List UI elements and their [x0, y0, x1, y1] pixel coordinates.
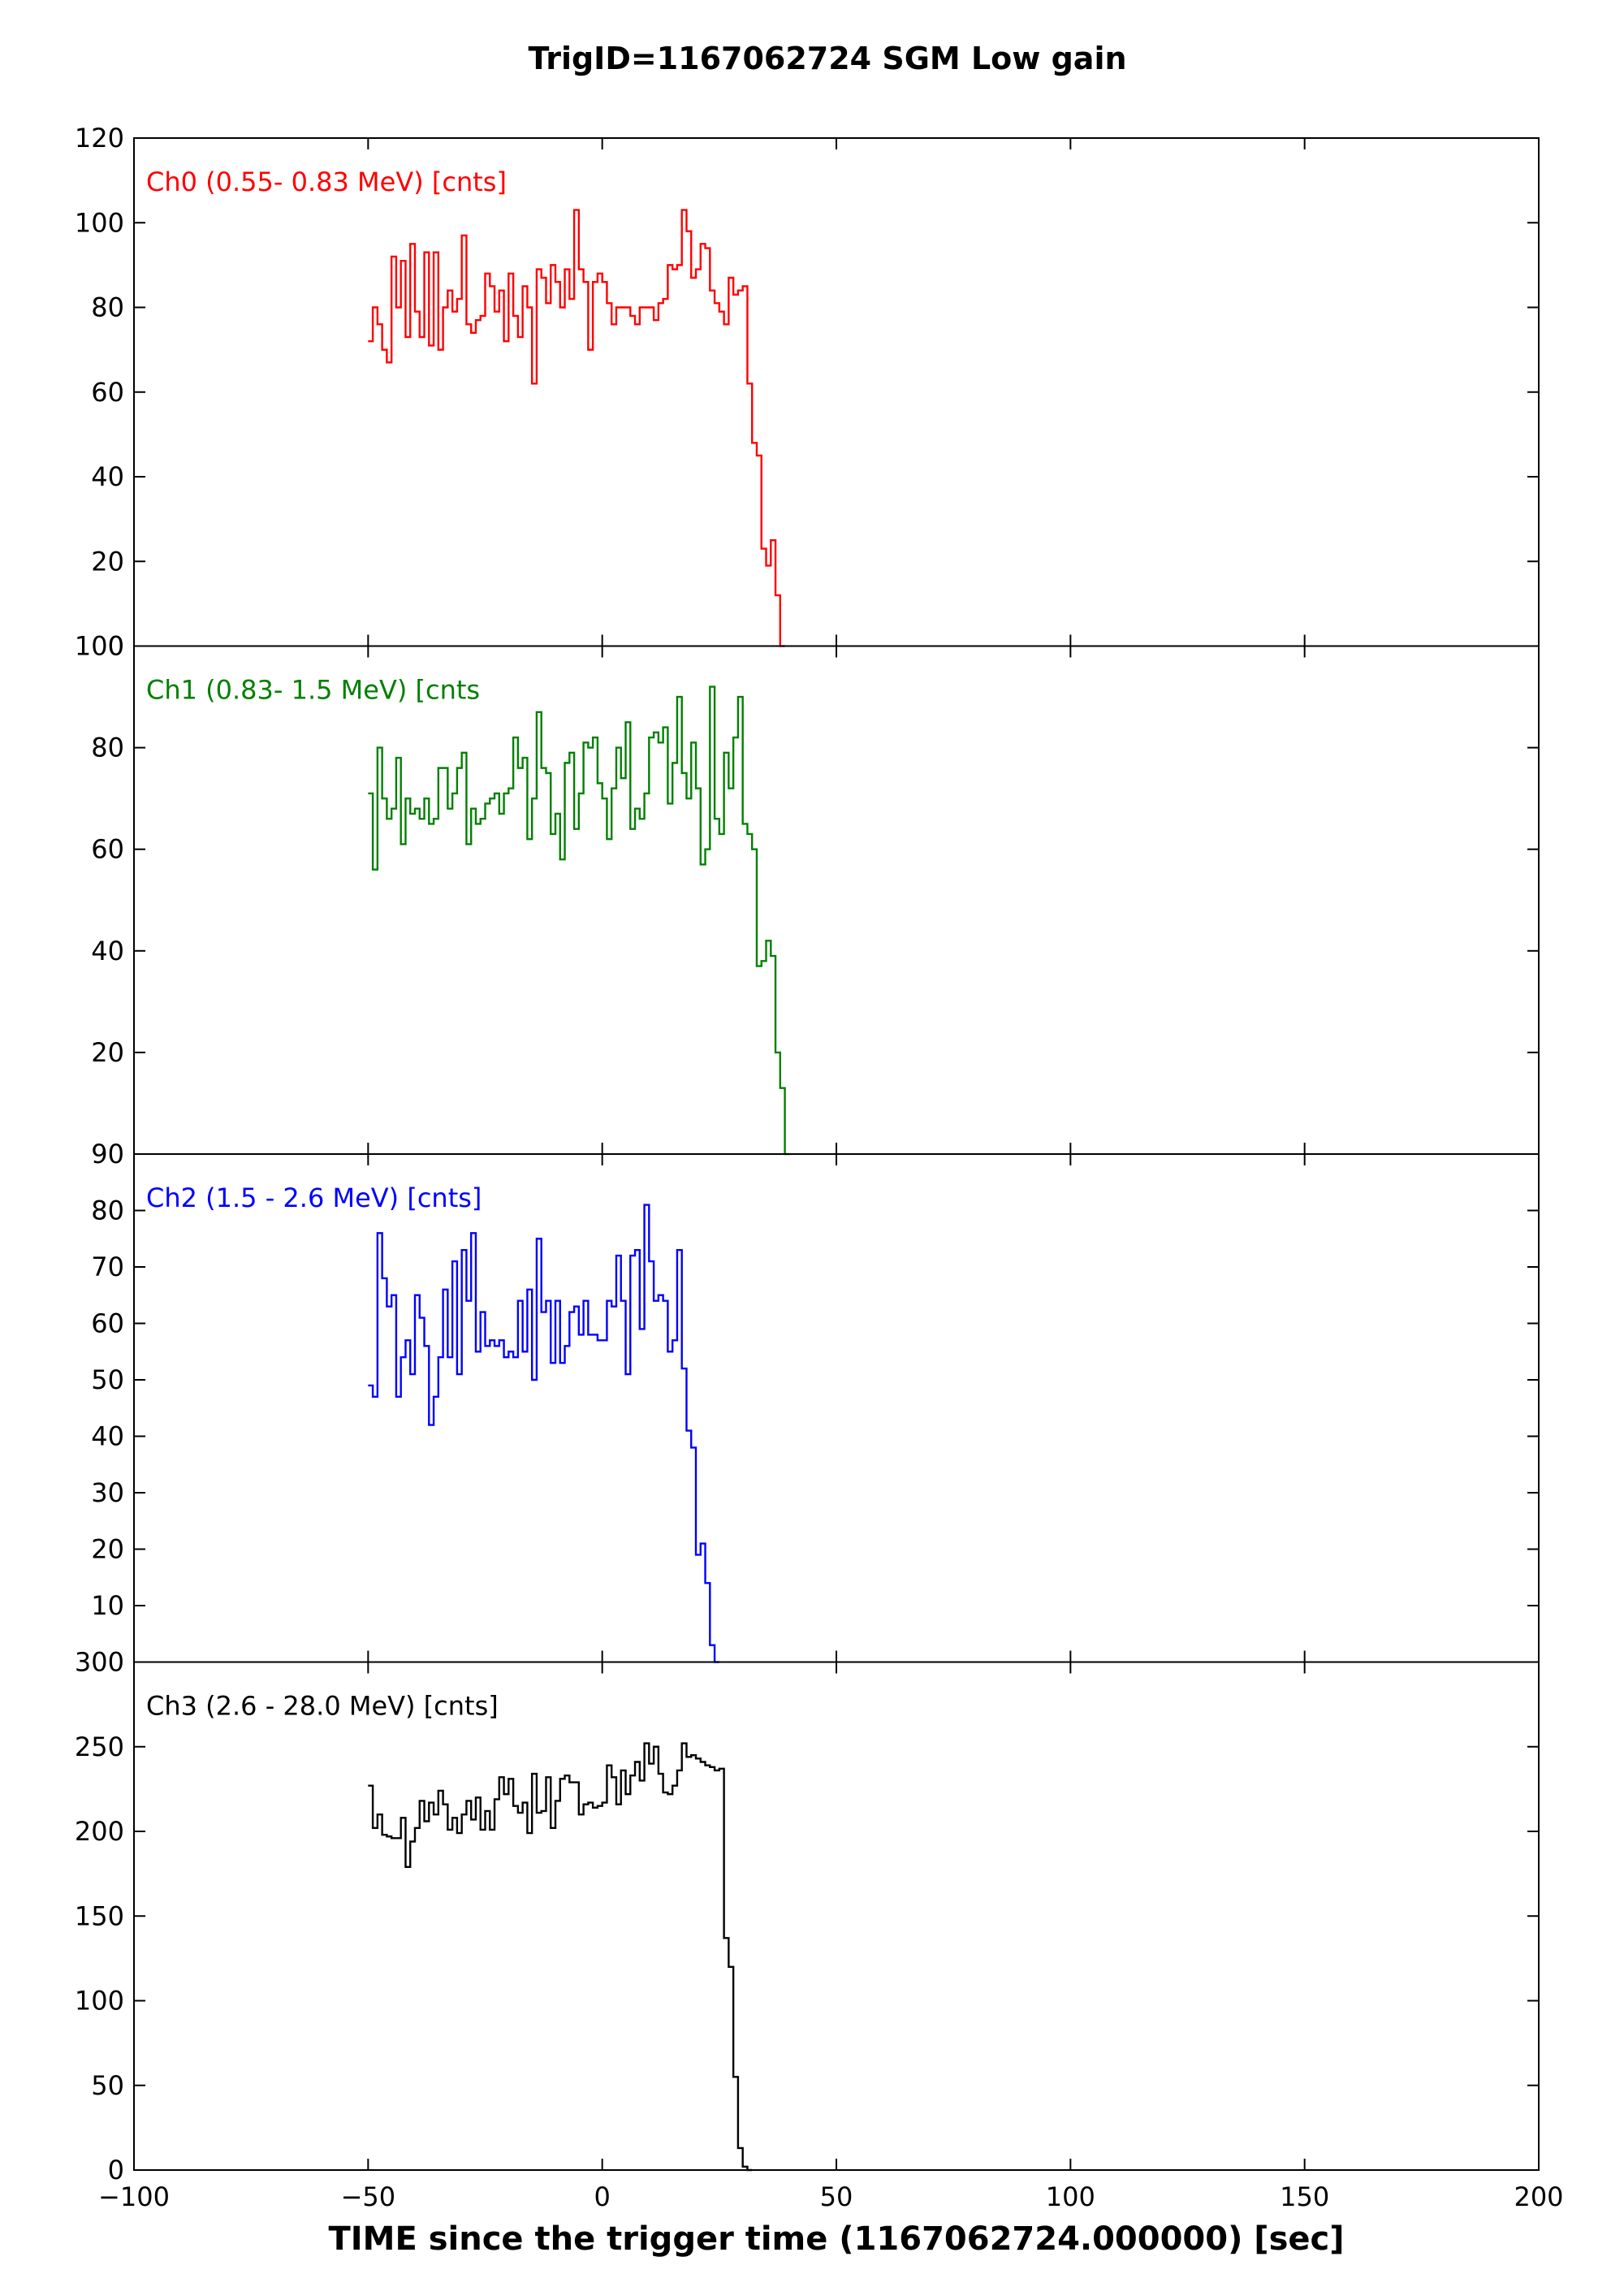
series-line-ch1	[368, 685, 790, 1156]
y-tick-label: 80	[91, 292, 124, 323]
y-tick-label: 60	[91, 1308, 124, 1339]
y-tick-label: 100	[75, 1986, 124, 2017]
axes-frame-ch0	[133, 137, 1540, 647]
y-tick-label: 50	[91, 2070, 124, 2101]
x-tick-label: 100	[1046, 2181, 1095, 2212]
series-line-ch0	[368, 209, 785, 647]
y-tick-label: 100	[75, 631, 124, 662]
x-axis-label: TIME since the trigger time (1167062724.…	[328, 2220, 1344, 2258]
y-tick-label: 40	[91, 1421, 124, 1452]
x-tick-label: −50	[341, 2181, 396, 2212]
series-line-ch2	[368, 1204, 719, 1663]
axes-frame-ch2	[133, 1153, 1540, 1663]
channel-label-ch1: Ch1 (0.83- 1.5 MeV) [cnts	[146, 675, 480, 706]
figure-title: TrigID=1167062724 SGM Low gain	[528, 41, 1126, 76]
y-tick-label: 20	[91, 1534, 124, 1565]
x-tick-label: −100	[98, 2181, 170, 2212]
y-tick-label: 60	[91, 377, 124, 408]
x-tick-label: 50	[820, 2181, 853, 2212]
series-line-ch3	[368, 1742, 753, 2172]
y-tick-label: 80	[91, 733, 124, 763]
y-tick-label: 80	[91, 1195, 124, 1226]
panel-ch2: 10 20 30 40 50 60 70 80 90 Ch2 (1.5 - 2.6 MeV) [c…	[91, 1139, 1540, 1663]
y-tick-label: 200	[75, 1816, 124, 1847]
axes-frame-ch1	[133, 645, 1540, 1155]
y-tick-label: 60	[91, 834, 124, 865]
x-tick-label: 0	[594, 2181, 610, 2212]
y-tick-label: 300	[75, 1647, 124, 1678]
y-tick-label: 40	[91, 936, 124, 966]
panel-ch1: 20 40 60 80 100 Ch1 (0.83- 1.5 MeV) [cnts	[75, 631, 1540, 1156]
channel-label-ch2: Ch2 (1.5 - 2.6 MeV) [cnts]	[146, 1182, 482, 1213]
y-tick-label: 0	[108, 2155, 124, 2185]
y-tick-label: 20	[91, 1037, 124, 1068]
channel-label-ch0: Ch0 (0.55- 0.83 MeV) [cnts]	[146, 166, 507, 197]
y-tick-label: 40	[91, 461, 124, 492]
y-tick-label: 50	[91, 1364, 124, 1395]
y-tick-label: 150	[75, 1900, 124, 1931]
channel-label-ch3: Ch3 (2.6 - 28.0 MeV) [cnts]	[146, 1691, 499, 1722]
panel-ch0: 0 20 40 60 80 100 120 Ch0 (0.55- 0.83 MeV) [cnt…	[75, 123, 1540, 662]
y-tick-label: 120	[75, 123, 124, 153]
x-tick-label: 200	[1514, 2181, 1563, 2212]
y-tick-label: 20	[91, 546, 124, 577]
y-tick-label: 70	[91, 1252, 124, 1282]
y-tick-label: 10	[91, 1590, 124, 1621]
panel-ch3: 0 50 100 150 200 250 300 Ch3 (2.6 - 28.0 MeV) […	[75, 1647, 1564, 2213]
y-tick-label: 90	[91, 1139, 124, 1169]
x-tick-label: 150	[1280, 2181, 1329, 2212]
axes-frame-ch3	[133, 1661, 1540, 2171]
y-tick-label: 100	[75, 207, 124, 238]
y-tick-label: 250	[75, 1731, 124, 1762]
y-tick-label: 0	[108, 631, 124, 662]
y-tick-label: 30	[91, 1477, 124, 1508]
